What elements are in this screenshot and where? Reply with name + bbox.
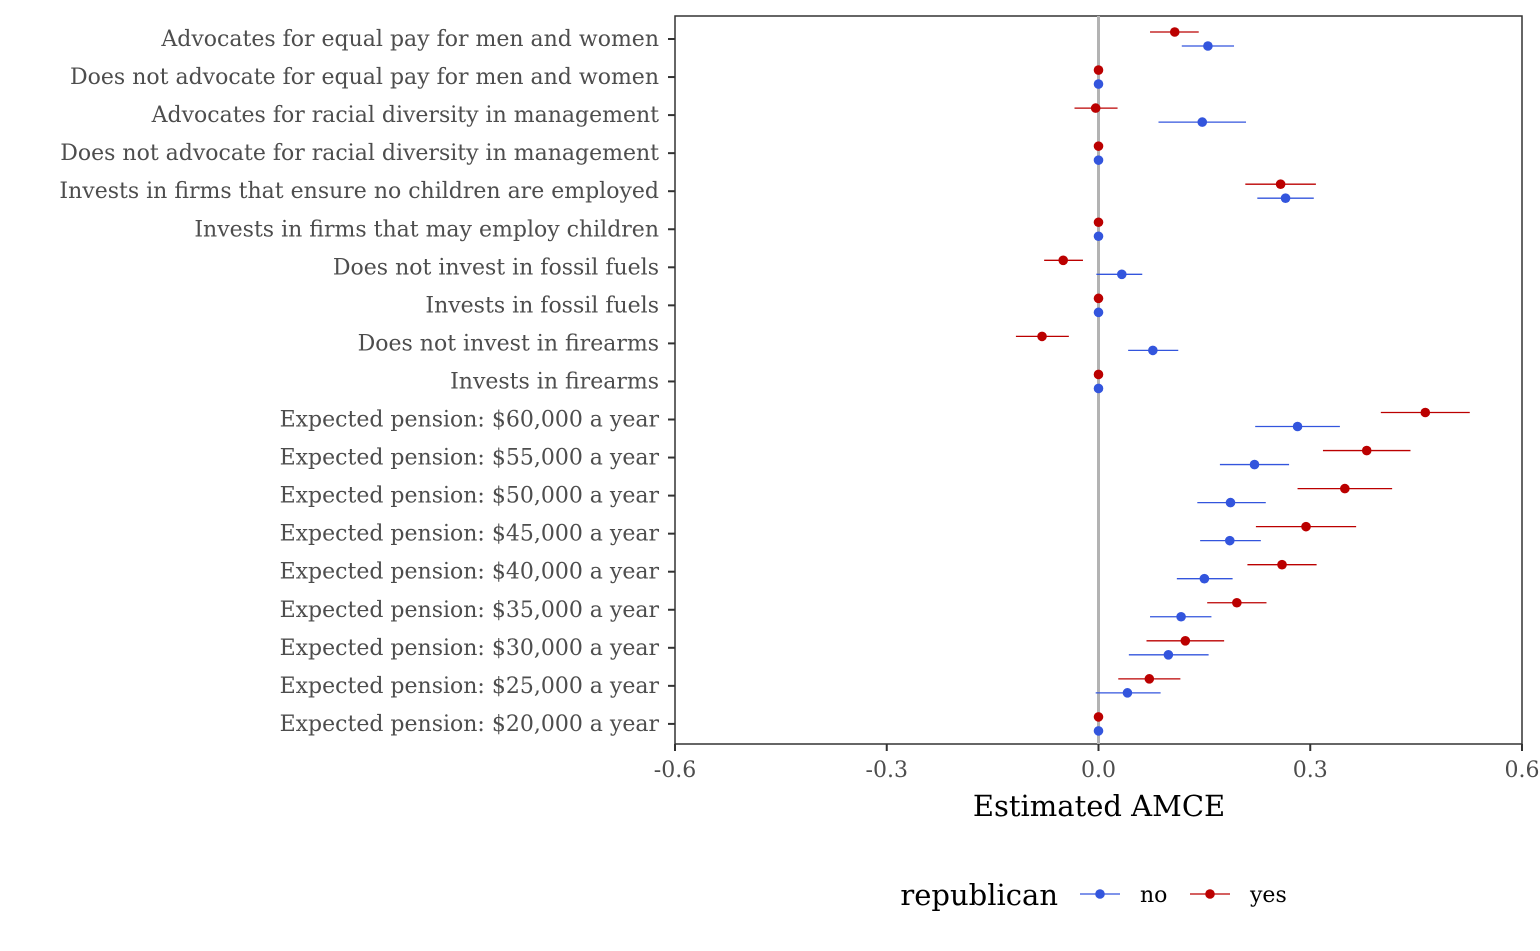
y-tick-label: Expected pension: $25,000 a year <box>280 674 660 699</box>
estimate-point <box>1093 307 1104 318</box>
x-tick-label: -0.3 <box>866 758 908 783</box>
estimate-point <box>1232 597 1242 608</box>
y-tick-label: Advocates for equal pay for men and wome… <box>160 27 659 52</box>
estimate-point <box>1093 369 1104 380</box>
estimate-point <box>1037 331 1047 342</box>
legend-label: no <box>1140 883 1167 908</box>
estimate-point <box>1176 611 1186 622</box>
estimate-point <box>1292 421 1303 432</box>
estimate-point <box>1199 573 1210 584</box>
y-tick-label: Expected pension: $20,000 a year <box>280 712 660 737</box>
estimate-point <box>1197 117 1208 127</box>
estimate-point <box>1203 41 1213 51</box>
y-tick-label: Expected pension: $60,000 a year <box>280 408 660 433</box>
estimate-point <box>1093 155 1104 165</box>
estimate-point <box>1224 535 1235 546</box>
x-tick-label: 0.0 <box>1081 758 1116 783</box>
legend-key-point <box>1095 889 1105 899</box>
x-tick-label: 0.6 <box>1505 758 1540 783</box>
estimate-point <box>1093 726 1104 736</box>
y-tick-label: Invests in firms that may employ childre… <box>194 217 659 242</box>
y-tick-label: Does not advocate for equal pay for men … <box>70 65 659 90</box>
estimate-point <box>1340 483 1350 494</box>
y-tick-label: Expected pension: $45,000 a year <box>280 522 660 547</box>
x-axis: -0.6 -0.3 0.0 0.3 0.6 <box>654 744 1540 783</box>
y-tick-label: Expected pension: $40,000 a year <box>280 560 660 585</box>
y-tick-label: Advocates for racial diversity in manage… <box>151 103 660 128</box>
x-axis-title: Estimated AMCE <box>973 789 1225 823</box>
estimate-point <box>1090 103 1101 113</box>
legend-key-point <box>1205 889 1215 899</box>
x-tick-label: -0.6 <box>654 758 696 783</box>
y-tick-label: Does not invest in firearms <box>358 331 659 356</box>
estimate-point <box>1122 688 1133 698</box>
y-tick-label: Expected pension: $30,000 a year <box>280 636 660 661</box>
estimate-point <box>1148 345 1158 356</box>
estimate-point <box>1277 559 1287 570</box>
estimate-point <box>1163 650 1174 660</box>
y-tick-label: Does not invest in fossil fuels <box>333 255 659 280</box>
estimate-point <box>1093 231 1104 242</box>
y-tick-label: Expected pension: $35,000 a year <box>280 598 660 623</box>
legend-label: yes <box>1249 883 1287 908</box>
legend-items: no yes <box>1080 883 1287 908</box>
estimate-point <box>1093 79 1104 89</box>
plot-panel <box>674 15 1523 745</box>
series-no <box>1093 41 1340 736</box>
legend-title: republican <box>900 878 1058 912</box>
x-tick-label: 0.3 <box>1293 758 1328 783</box>
y-tick-label: Invests in firms that ensure no children… <box>59 179 659 204</box>
y-tick-label: Expected pension: $55,000 a year <box>280 446 660 471</box>
estimate-point <box>1093 293 1104 304</box>
estimate-point <box>1180 636 1191 646</box>
estimate-point <box>1093 65 1104 75</box>
y-tick-label: Expected pension: $50,000 a year <box>280 484 660 509</box>
estimate-point <box>1225 497 1236 508</box>
estimate-point <box>1361 445 1372 456</box>
series-yes <box>1015 27 1470 722</box>
y-tick-label: Invests in fossil fuels <box>425 293 659 318</box>
legend-item-yes: yes <box>1190 883 1287 908</box>
estimate-point <box>1093 141 1104 151</box>
y-tick-label: Invests in firearms <box>450 369 659 394</box>
estimate-point <box>1058 255 1069 266</box>
y-tick-label: Does not advocate for racial diversity i… <box>60 141 659 166</box>
estimate-point <box>1144 674 1155 684</box>
y-axis: Advocates for equal pay for men and wome… <box>59 27 675 737</box>
estimate-point <box>1116 269 1127 280</box>
estimate-point <box>1301 521 1311 532</box>
estimate-point <box>1275 179 1286 189</box>
estimate-point <box>1093 383 1104 394</box>
legend: republican no yes <box>900 878 1286 912</box>
estimate-point <box>1093 217 1104 228</box>
estimate-point <box>1420 407 1431 418</box>
estimate-point <box>1280 193 1291 203</box>
legend-item-no: no <box>1080 883 1167 908</box>
estimate-point <box>1093 712 1104 722</box>
estimate-point <box>1249 459 1260 470</box>
estimate-point <box>1169 27 1180 37</box>
